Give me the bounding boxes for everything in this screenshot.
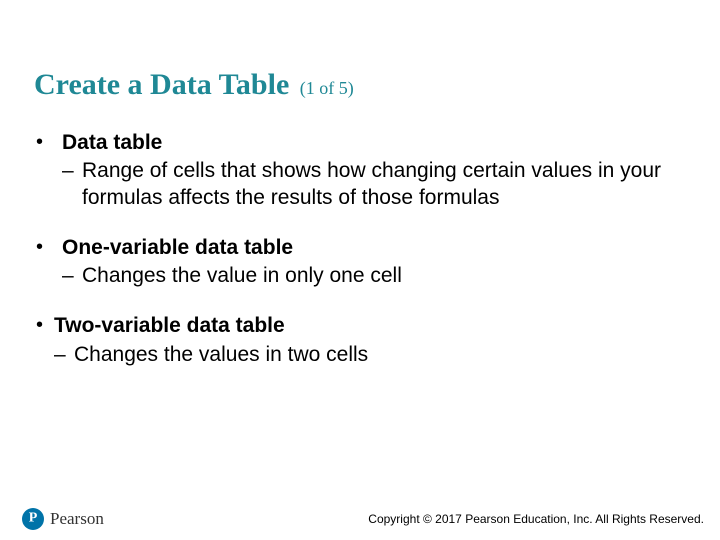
title-main: Create a Data Table [34, 68, 289, 101]
sub-bullet-marker: – [62, 158, 82, 184]
sub-bullet-marker: – [54, 342, 74, 368]
sub-bullet-marker: – [62, 263, 82, 289]
slide-title: Create a Data Table (1 of 5) [34, 68, 354, 102]
bullet-term: Two-variable data table [54, 314, 285, 337]
bullet-description: Changes the value in only one cell [82, 263, 686, 289]
copyright-footer: Copyright © 2017 Pearson Education, Inc.… [368, 512, 704, 526]
slide: Create a Data Table (1 of 5) • Data tabl… [0, 0, 720, 540]
brand-logo: P Pearson [22, 508, 104, 530]
bullet-term: One-variable data table [62, 236, 293, 259]
bullet-marker: • [34, 130, 62, 155]
bullet-item: • Two-variable data table – Changes the … [34, 313, 686, 368]
bullet-description: Changes the values in two cells [74, 342, 686, 368]
bullet-marker: • [34, 313, 54, 338]
bullet-term: Data table [62, 131, 162, 154]
bullet-item: • Data table – Range of cells that shows… [34, 130, 686, 211]
brand-mark-icon: P [22, 508, 44, 530]
brand-mark-letter: P [29, 511, 38, 527]
bullet-item: • One-variable data table – Changes the … [34, 235, 686, 290]
title-suffix: (1 of 5) [300, 78, 354, 98]
brand-name: Pearson [50, 509, 104, 529]
bullet-description: Range of cells that shows how changing c… [82, 158, 686, 211]
slide-body: • Data table – Range of cells that shows… [34, 130, 686, 392]
bullet-marker: • [34, 235, 62, 260]
